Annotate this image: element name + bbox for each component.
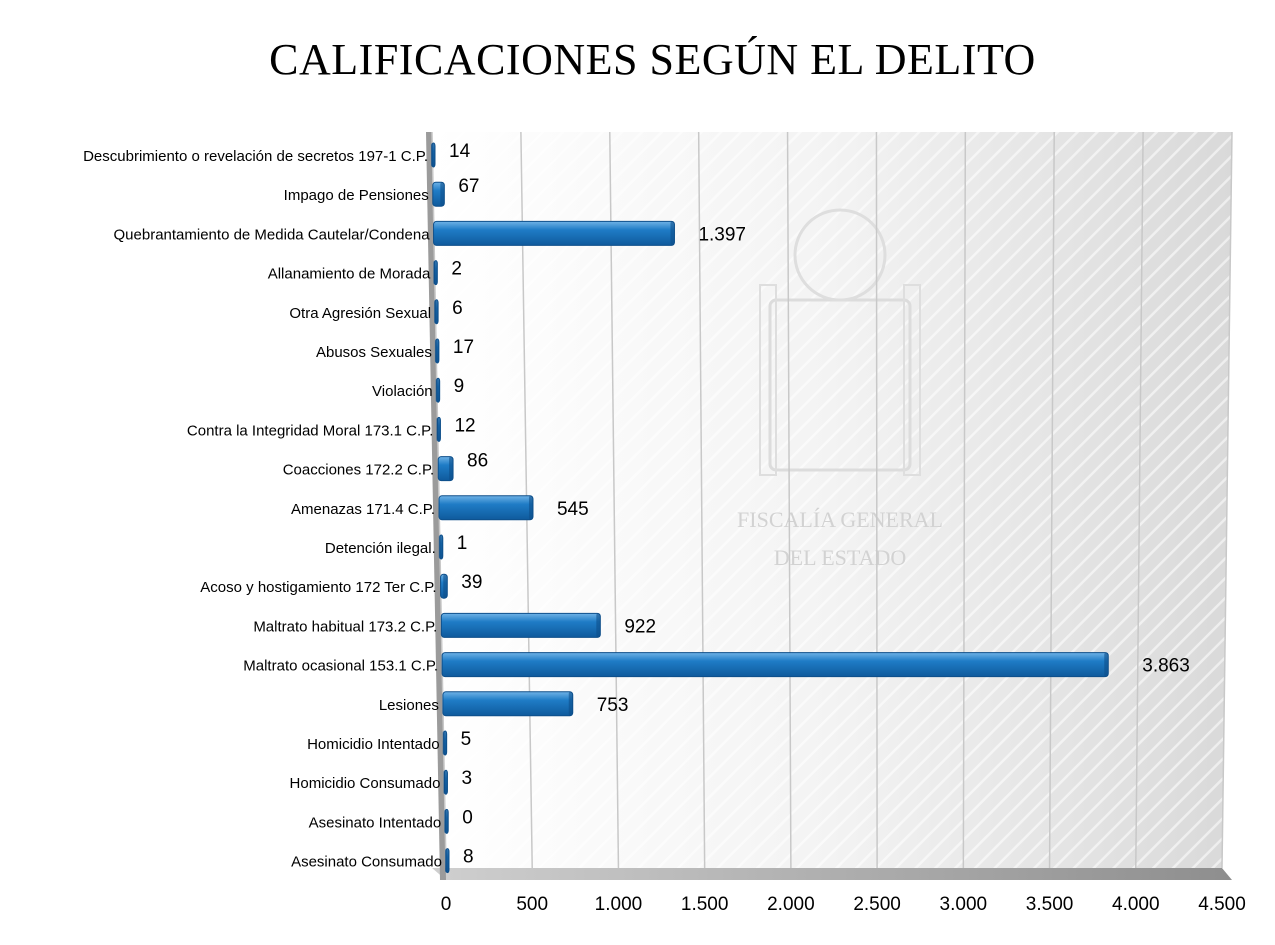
gridline-7 [1048, 131, 1055, 869]
emblem-pillar-left [759, 284, 777, 476]
category-label-12: Maltrato habitual 173.2 C.P. [253, 618, 437, 635]
gridline-6 [962, 131, 967, 869]
x-tick-label-0: 0 [441, 894, 452, 915]
bar-cap-17 [444, 809, 449, 834]
gridline-8 [1135, 131, 1144, 869]
plot-wall-texture [432, 132, 1232, 868]
category-label-5: Abusos Sexuales [316, 344, 432, 361]
watermark-emblem: FISCALÍA GENERAL DEL ESTADO [737, 208, 943, 570]
category-label-6: Violación [372, 383, 433, 400]
value-label-11: 39 [461, 572, 482, 593]
bar-cap-14 [568, 691, 573, 716]
category-label-3: Allanamiento de Morada [268, 266, 431, 283]
value-label-10: 1 [457, 533, 468, 554]
value-label-14: 753 [597, 695, 629, 716]
chart-title: CALIFICACIONES SEGÚN EL DELITO [269, 35, 1036, 84]
bar-cap-10 [438, 535, 443, 559]
bar-cap-2 [670, 221, 675, 246]
bar-cap-1 [440, 182, 445, 207]
value-label-17: 0 [462, 807, 473, 828]
bar-cap-5 [434, 339, 439, 363]
category-label-11: Acoso y hostigamiento 172 Ter C.P. [200, 579, 436, 596]
gridline-9 [1221, 131, 1233, 869]
bar-cap-0 [431, 143, 435, 167]
emblem-pillar-right [903, 284, 921, 476]
bar-cap-8 [449, 456, 454, 481]
bar-13 [441, 652, 1109, 678]
gridline-5 [875, 131, 878, 869]
value-label-5: 17 [453, 337, 474, 358]
category-label-8: Coacciones 172.2 C.P. [283, 462, 435, 479]
value-label-16: 3 [461, 768, 472, 789]
x-tick-label-3: 1.500 [681, 894, 729, 915]
category-label-15: Homicidio Intentado [307, 736, 440, 753]
value-label-7: 12 [454, 415, 475, 436]
value-label-15: 5 [461, 729, 472, 750]
value-label-4: 6 [452, 298, 463, 319]
x-tick-label-7: 3.500 [1026, 894, 1074, 915]
bar-2 [433, 220, 675, 246]
bar-cap-4 [434, 299, 439, 324]
bar-cap-18 [445, 848, 449, 873]
gridline-3 [697, 131, 706, 869]
plot-left-wall [426, 132, 446, 880]
value-label-9: 545 [557, 499, 589, 520]
x-tick-label-5: 2.500 [853, 894, 901, 915]
category-label-17: Asesinato Intentado [309, 814, 442, 831]
bar-cap-7 [436, 417, 441, 442]
bar-cap-13 [1104, 652, 1109, 677]
bar-12 [440, 612, 601, 638]
category-label-10: Detención ilegal. [325, 540, 436, 557]
value-label-3: 2 [451, 259, 462, 280]
x-axis-tick-labels: 0 500 1.000 1.500 2.000 2.500 3.000 3.500 4.000 4… [441, 894, 1246, 915]
value-label-2: 1.397 [698, 224, 746, 245]
category-label-4: Otra Agresión Sexual [289, 305, 431, 322]
category-label-13: Maltrato ocasional 153.1 C.P. [243, 658, 438, 675]
category-label-2: Quebrantamiento de Medida Cautelar/Conde… [114, 226, 431, 243]
category-label-16: Homicidio Consumado [290, 775, 441, 792]
value-label-12: 922 [624, 616, 656, 637]
gridline-4 [786, 131, 792, 869]
value-label-1: 67 [458, 176, 479, 197]
category-label-1: Impago de Pensiones [284, 187, 429, 204]
x-tick-label-2: 1.000 [595, 894, 643, 915]
value-label-8: 86 [467, 451, 488, 472]
category-labels: Descubrimiento o revelación de secretos … [83, 148, 442, 871]
value-label-13: 3.863 [1142, 656, 1190, 677]
category-label-14: Lesiones [379, 697, 439, 714]
value-label-18: 8 [463, 847, 474, 868]
bar-cap-6 [435, 378, 440, 403]
bar-14 [442, 691, 574, 717]
value-labels: 14 67 1.397 2 6 17 9 12 86 545 1 39 922 3.863 753 5 3 0 8 [449, 141, 1190, 868]
bar-cap-16 [443, 770, 448, 795]
category-label-7: Contra la Integridad Moral 173.1 C.P. [187, 422, 434, 439]
x-tick-label-6: 3.000 [940, 894, 988, 915]
bar-cap-15 [442, 731, 447, 755]
value-label-6: 9 [454, 376, 465, 397]
bar-cap-9 [528, 495, 533, 520]
plot-floor [432, 868, 1232, 880]
x-tick-label-9: 4.500 [1198, 894, 1246, 915]
x-tick-label-8: 4.000 [1112, 894, 1160, 915]
watermark-text-2: DEL ESTADO [774, 545, 906, 570]
bar-9 [438, 495, 534, 521]
emblem-crown [793, 208, 887, 302]
bar-cap-3 [433, 260, 438, 285]
plot-background [426, 132, 1232, 880]
bar-cap-11 [443, 574, 448, 599]
value-label-0: 14 [449, 141, 471, 162]
bar-cap-12 [596, 613, 601, 638]
category-label-18: Asesinato Consumado [291, 854, 442, 871]
category-label-9: Amenazas 171.4 C.P. [291, 501, 435, 518]
x-tick-label-1: 500 [516, 894, 548, 915]
category-label-0: Descubrimiento o revelación de secretos … [83, 148, 428, 165]
bars [431, 142, 1109, 874]
gridline-2 [609, 131, 620, 869]
watermark-text-1: FISCALÍA GENERAL [737, 507, 943, 532]
x-tick-label-4: 2.000 [767, 894, 815, 915]
